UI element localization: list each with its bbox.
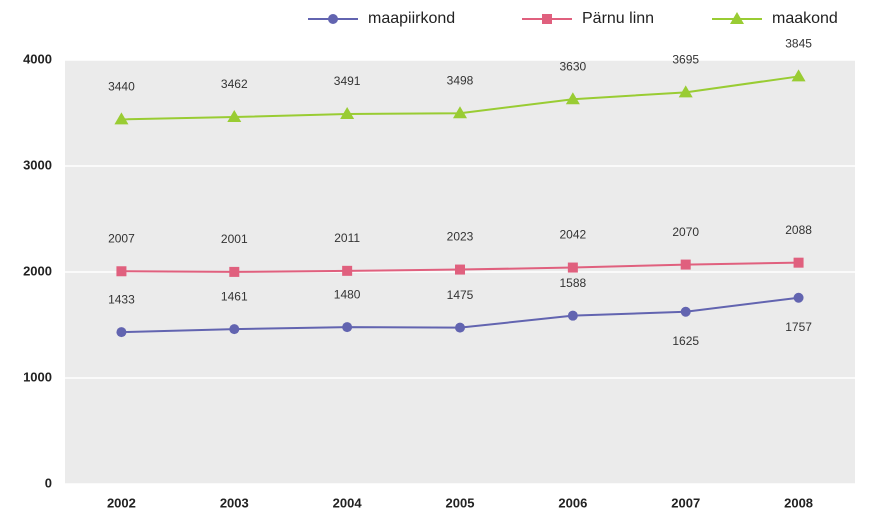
data-label: 3462 <box>221 77 248 91</box>
marker <box>678 85 693 98</box>
data-label: 2042 <box>560 228 587 242</box>
data-label: 3845 <box>785 37 812 51</box>
marker <box>730 12 744 24</box>
marker <box>793 257 804 268</box>
legend-label: maakond <box>772 10 838 27</box>
marker <box>455 322 465 333</box>
data-label: 2007 <box>108 231 135 245</box>
marker <box>791 69 806 82</box>
marker <box>680 306 691 317</box>
data-label: 3491 <box>334 74 361 88</box>
data-label: 3440 <box>108 80 135 94</box>
marker <box>455 264 465 275</box>
legend-label: maapiirkond <box>368 10 455 27</box>
marker <box>793 292 804 303</box>
data-label: 2088 <box>785 223 812 237</box>
y-tick-label: 1000 <box>23 369 52 384</box>
data-label: 2070 <box>672 225 699 239</box>
marker <box>116 266 127 277</box>
x-tick-label: 2005 <box>446 495 475 510</box>
data-label: 1625 <box>672 334 699 348</box>
data-label: 1461 <box>221 289 248 303</box>
marker <box>567 310 578 321</box>
x-tick-label: 2008 <box>784 495 813 510</box>
data-label: 1757 <box>785 320 812 334</box>
marker <box>453 106 467 119</box>
marker <box>542 14 552 24</box>
data-label: 3498 <box>447 73 474 87</box>
marker <box>680 259 691 270</box>
marker <box>340 106 355 119</box>
data-label: 1433 <box>108 292 135 306</box>
marker <box>328 14 338 24</box>
y-tick-label: 0 <box>45 475 52 490</box>
data-label: 3695 <box>672 53 699 67</box>
marker <box>227 110 242 123</box>
y-tick-label: 2000 <box>23 263 52 278</box>
marker <box>342 265 353 276</box>
marker <box>229 324 240 335</box>
marker <box>114 112 129 125</box>
data-label: 1475 <box>447 288 474 302</box>
x-tick-label: 2002 <box>107 495 136 510</box>
marker <box>229 266 240 277</box>
x-tick-label: 2006 <box>558 495 587 510</box>
legend-label: Pärnu linn <box>582 10 654 27</box>
data-label: 2011 <box>334 231 360 245</box>
data-label: 2001 <box>221 232 248 246</box>
x-tick-label: 2004 <box>333 495 363 510</box>
data-label: 3630 <box>560 59 587 73</box>
y-tick-label: 4000 <box>23 51 52 66</box>
y-tick-label: 3000 <box>23 157 52 172</box>
x-tick-label: 2003 <box>220 495 249 510</box>
x-tick-label: 2007 <box>671 495 700 510</box>
data-label: 2023 <box>447 230 474 244</box>
marker <box>565 92 580 105</box>
data-label: 1588 <box>560 276 587 290</box>
marker <box>342 322 353 333</box>
marker <box>116 327 127 338</box>
marker <box>567 262 578 273</box>
data-label: 1480 <box>334 287 361 301</box>
